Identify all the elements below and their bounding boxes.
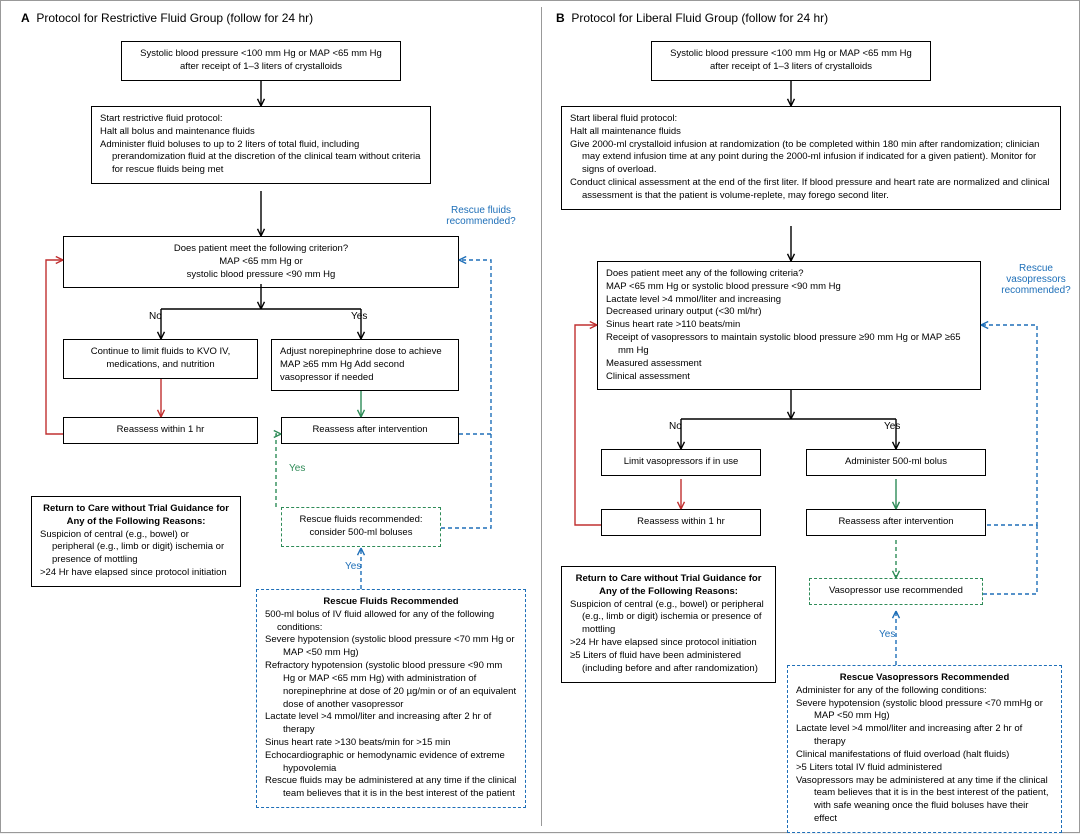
- a-rf-title: Rescue Fluids Recommended: [265, 596, 517, 609]
- panel-b-tag: B: [556, 11, 565, 25]
- a-box2-l1: Halt all bolus and maintenance fluids: [100, 126, 422, 139]
- b-yes-3-label: Yes: [879, 629, 895, 640]
- a-rf-i1: Severe hypotension (systolic blood press…: [265, 634, 517, 660]
- a-return-l2: >24 Hr have elapsed since protocol initi…: [40, 567, 232, 580]
- panel-b-title: B Protocol for Liberal Fluid Group (foll…: [556, 11, 828, 25]
- a-yes-2-label: Yes: [289, 463, 305, 474]
- b-return-title: Return to Care without Trial Guidance fo…: [570, 573, 767, 599]
- b-box3-i2: Lactate level >4 mmol/liter and increasi…: [606, 294, 972, 307]
- a-yes-action-text: Adjust norepinephrine dose to achieve MA…: [280, 346, 442, 383]
- a-rescue-question: Rescue fluids recommended?: [431, 205, 531, 227]
- a-rf-i6: Rescue fluids may be administered at any…: [265, 775, 517, 801]
- b-vp-use-t: Vasopressor use recommended: [829, 585, 963, 596]
- a-return-l1: Suspicion of central (e.g., bowel) or pe…: [40, 529, 232, 567]
- b-box3-i1: MAP <65 mm Hg or systolic blood pressure…: [606, 281, 972, 294]
- a-box3-l1: Does patient meet the following criterio…: [72, 243, 450, 256]
- b-reassess-no-t: Reassess within 1 hr: [637, 516, 725, 527]
- a-rf-i4: Sinus heart rate >130 beats/min for >15 …: [265, 737, 517, 750]
- b-box2-l2: Give 2000-ml crystalloid infusion at ran…: [570, 139, 1052, 177]
- b-box3-i3: Decreased urinary output (<30 ml/hr): [606, 306, 972, 319]
- a-rescue-fluids: Rescue Fluids Recommended 500-ml bolus o…: [256, 589, 526, 808]
- b-no-label: No: [669, 421, 682, 432]
- a-reassess-no: Reassess within 1 hr: [63, 417, 258, 444]
- a-no-action: Continue to limit fluids to KVO IV, medi…: [63, 339, 258, 379]
- a-reassess-yes-t: Reassess after intervention: [312, 424, 427, 435]
- b-box3-i7: Clinical assessment: [606, 371, 972, 384]
- a-reassess-no-t: Reassess within 1 hr: [117, 424, 205, 435]
- b-box3-i6: Measured assessment: [606, 358, 972, 371]
- a-no-label: No: [149, 311, 162, 322]
- a-rf-head: 500-ml bolus of IV fluid allowed for any…: [265, 609, 517, 635]
- b-rv-i3: Clinical manifestations of fluid overloa…: [796, 749, 1053, 762]
- b-return-care: Return to Care without Trial Guidance fo…: [561, 566, 776, 683]
- a-yes-label: Yes: [351, 311, 367, 322]
- panel-a-title: A Protocol for Restrictive Fluid Group (…: [21, 11, 313, 25]
- b-box3-head: Does patient meet any of the following c…: [606, 268, 972, 281]
- a-return-title: Return to Care without Trial Guidance fo…: [40, 503, 232, 529]
- b-rescue-question: Rescue vasopressors recommended?: [991, 263, 1080, 296]
- panel-separator: [541, 7, 542, 826]
- b-box-entry: Systolic blood pressure <100 mm Hg or MA…: [651, 41, 931, 81]
- b-rv-i5: Vasopressors may be administered at any …: [796, 775, 1053, 826]
- panel-a-title-text: Protocol for Restrictive Fluid Group (fo…: [36, 11, 313, 25]
- a-box-entry: Systolic blood pressure <100 mm Hg or MA…: [121, 41, 401, 81]
- a-yes-action: Adjust norepinephrine dose to achieve MA…: [271, 339, 459, 391]
- a-no-action-text: Continue to limit fluids to KVO IV, medi…: [91, 346, 231, 370]
- a-rescue-500ml: Rescue fluids recommended: consider 500-…: [281, 507, 441, 547]
- b-rv-head: Administer for any of the following cond…: [796, 685, 1053, 698]
- panel-a-tag: A: [21, 11, 30, 25]
- b-yes-action: Administer 500-ml bolus: [806, 449, 986, 476]
- b-rescue-vp: Rescue Vasopressors Recommended Administ…: [787, 665, 1062, 833]
- b-return-l1: Suspicion of central (e.g., bowel) or pe…: [570, 599, 767, 637]
- a-box1-text: Systolic blood pressure <100 mm Hg or MA…: [140, 48, 382, 72]
- figure-canvas: A Protocol for Restrictive Fluid Group (…: [0, 0, 1080, 833]
- b-vp-use: Vasopressor use recommended: [809, 578, 983, 605]
- a-box3-l3: systolic blood pressure <90 mm Hg: [72, 269, 450, 282]
- b-rv-i4: >5 Liters total IV fluid administered: [796, 762, 1053, 775]
- b-box-protocol: Start liberal fluid protocol: Halt all m…: [561, 106, 1061, 210]
- a-rf-i5: Echocardiographic or hemodynamic evidenc…: [265, 750, 517, 776]
- b-decision: Does patient meet any of the following c…: [597, 261, 981, 390]
- a-reassess-yes: Reassess after intervention: [281, 417, 459, 444]
- panel-b-title-text: Protocol for Liberal Fluid Group (follow…: [571, 11, 828, 25]
- b-box1-text: Systolic blood pressure <100 mm Hg or MA…: [670, 48, 912, 72]
- a-rf-i3: Lactate level >4 mmol/liter and increasi…: [265, 711, 517, 737]
- a-yes-3-label: Yes: [345, 561, 361, 572]
- b-box2-head: Start liberal fluid protocol:: [570, 113, 1052, 126]
- b-return-l3: ≥5 Liters of fluid have been administere…: [570, 650, 767, 676]
- b-reassess-no: Reassess within 1 hr: [601, 509, 761, 536]
- b-box2-l3: Conduct clinical assessment at the end o…: [570, 177, 1052, 203]
- b-yes-action-t: Administer 500-ml bolus: [845, 456, 947, 467]
- b-rv-i2: Lactate level >4 mmol/liter and increasi…: [796, 723, 1053, 749]
- a-box-protocol: Start restrictive fluid protocol: Halt a…: [91, 106, 431, 184]
- b-box3-i5: Receipt of vasopressors to maintain syst…: [606, 332, 972, 358]
- b-rv-i1: Severe hypotension (systolic blood press…: [796, 698, 1053, 724]
- a-rescue-500ml-t: Rescue fluids recommended: consider 500-…: [299, 514, 422, 538]
- b-reassess-yes: Reassess after intervention: [806, 509, 986, 536]
- a-box2-head: Start restrictive fluid protocol:: [100, 113, 422, 126]
- b-box2-l1: Halt all maintenance fluids: [570, 126, 1052, 139]
- a-return-care: Return to Care without Trial Guidance fo…: [31, 496, 241, 587]
- a-box3-l2: MAP <65 mm Hg or: [72, 256, 450, 269]
- a-rf-i2: Refractory hypotension (systolic blood p…: [265, 660, 517, 711]
- b-return-l2: >24 Hr have elapsed since protocol initi…: [570, 637, 767, 650]
- a-decision: Does patient meet the following criterio…: [63, 236, 459, 288]
- b-no-action: Limit vasopressors if in use: [601, 449, 761, 476]
- b-rv-title: Rescue Vasopressors Recommended: [796, 672, 1053, 685]
- a-box2-l2: Administer fluid boluses to up to 2 lite…: [100, 139, 422, 177]
- b-box3-i4: Sinus heart rate >110 beats/min: [606, 319, 972, 332]
- b-no-action-t: Limit vasopressors if in use: [624, 456, 739, 467]
- b-reassess-yes-t: Reassess after intervention: [838, 516, 953, 527]
- b-yes-label: Yes: [884, 421, 900, 432]
